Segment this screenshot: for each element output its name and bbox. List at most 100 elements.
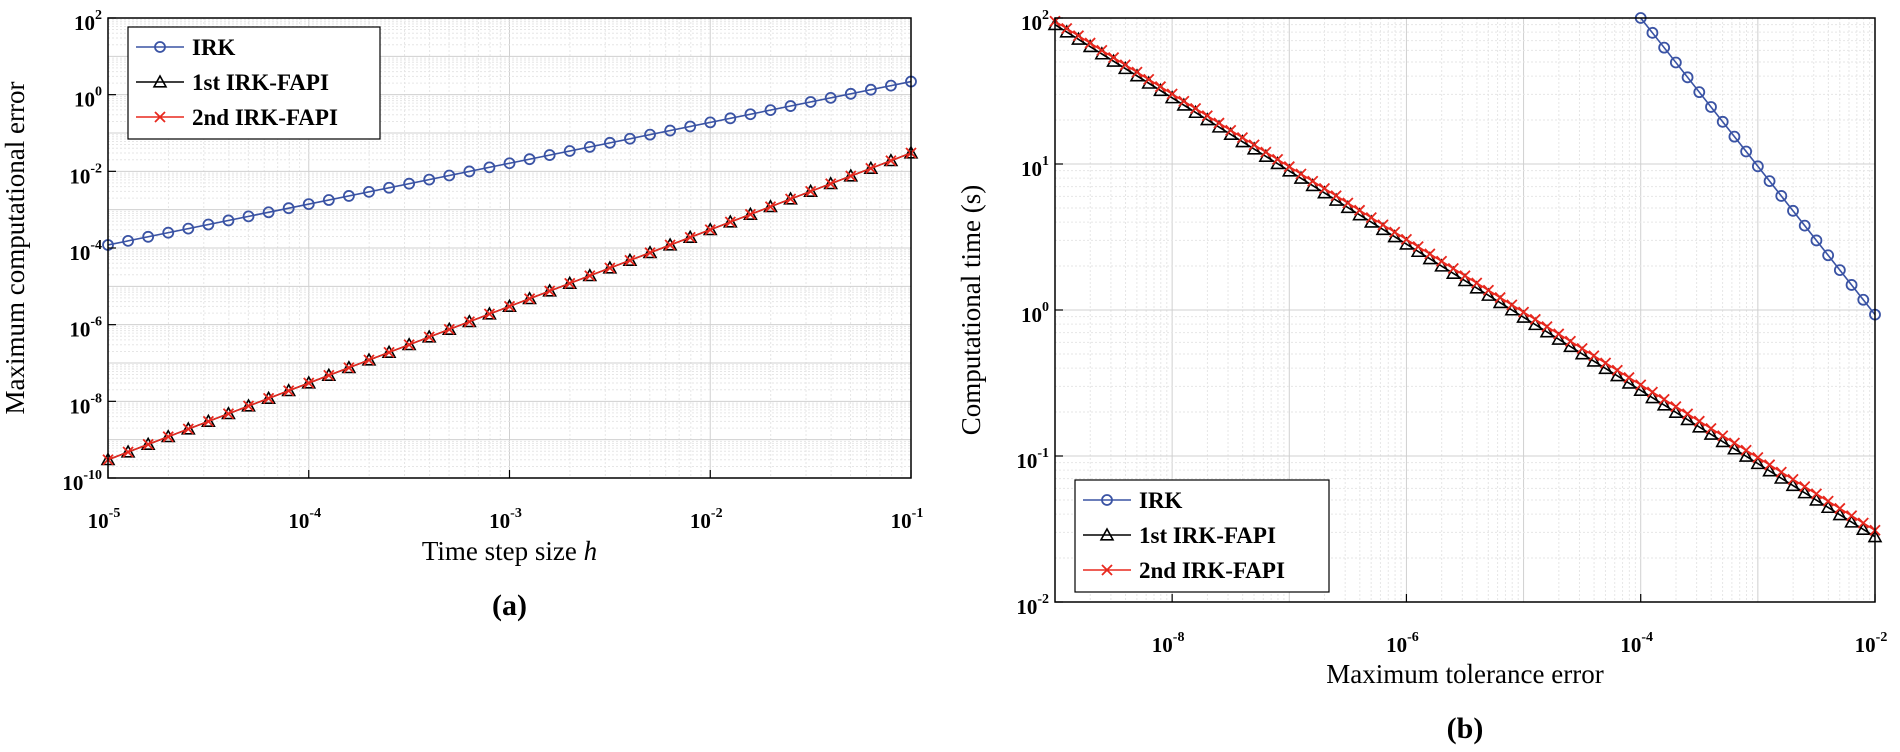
data-point xyxy=(1763,459,1776,471)
data-point xyxy=(1670,401,1682,413)
tick-base: 10 xyxy=(288,509,309,533)
y-tick-label: 10-4 xyxy=(69,238,102,265)
x-tick-label: 10-8 xyxy=(1152,630,1185,657)
data-point xyxy=(343,362,355,374)
tick-exponent: -2 xyxy=(90,161,102,176)
data-point xyxy=(1527,316,1543,331)
data-point xyxy=(824,91,837,104)
data-point xyxy=(423,173,436,186)
data-point xyxy=(885,155,897,167)
tick-exponent: -6 xyxy=(90,315,102,330)
data-point xyxy=(1635,379,1647,391)
data-point xyxy=(644,247,656,259)
y-tick-label: 100 xyxy=(74,85,102,112)
data-point xyxy=(784,100,797,112)
data-point xyxy=(523,293,536,305)
data-point xyxy=(1691,419,1707,433)
y-tick-label: 100 xyxy=(1021,300,1049,327)
data-point xyxy=(1705,101,1717,113)
tick-exponent: -8 xyxy=(90,391,102,406)
data-point xyxy=(503,300,516,313)
data-point xyxy=(764,201,777,213)
tick-exponent: -1 xyxy=(1037,446,1049,461)
data-point xyxy=(1728,130,1741,143)
tick-base: 10 xyxy=(69,394,90,418)
legend-label: IRK xyxy=(1139,488,1183,513)
data-point xyxy=(583,141,596,153)
tick-base: 10 xyxy=(1021,303,1042,327)
tick-base: 10 xyxy=(74,11,95,35)
data-point xyxy=(1799,480,1811,493)
y-tick-label: 10-8 xyxy=(69,391,102,418)
data-point xyxy=(1621,375,1637,389)
data-point xyxy=(1564,335,1577,347)
data-point xyxy=(262,392,275,405)
data-point xyxy=(1061,22,1073,35)
data-point xyxy=(1072,30,1085,42)
data-point xyxy=(1681,71,1694,84)
data-point xyxy=(1271,153,1284,166)
data-point xyxy=(1645,390,1660,404)
data-point xyxy=(222,408,235,420)
data-point xyxy=(543,149,556,161)
x-tick-label: 10-4 xyxy=(288,506,321,533)
data-point xyxy=(564,277,576,290)
panel-label: (a) xyxy=(492,589,527,622)
legend-marker xyxy=(154,41,166,53)
legend-item: 1st IRK-FAPI xyxy=(1083,523,1276,548)
tick-base: 10 xyxy=(1016,449,1037,473)
data-point xyxy=(1576,342,1588,355)
data-point xyxy=(1857,517,1869,529)
data-point xyxy=(1260,146,1272,158)
data-point xyxy=(1762,463,1777,477)
data-point xyxy=(804,185,817,198)
data-point xyxy=(1717,430,1729,442)
x-tick-label: 10-4 xyxy=(1620,630,1653,657)
legend-marker xyxy=(1101,494,1113,506)
data-point xyxy=(1189,102,1202,115)
data-point xyxy=(1750,455,1766,470)
tick-exponent: -4 xyxy=(1641,630,1653,645)
data-point xyxy=(1481,287,1496,301)
data-point xyxy=(1623,371,1635,384)
data-point xyxy=(1318,182,1331,195)
data-point xyxy=(1785,477,1801,492)
data-point xyxy=(1563,338,1578,353)
tick-base: 10 xyxy=(1021,157,1042,181)
data-point xyxy=(1469,280,1485,294)
data-point xyxy=(122,446,134,458)
data-point xyxy=(1716,115,1729,128)
chart-1: 10-5 10-4 10-3 10-2 10-110-1010-810-610-410-… xyxy=(0,8,923,622)
tick-exponent: 2 xyxy=(95,8,102,23)
x-tick-labels: 10-8 10-6 10-4 10-2 xyxy=(1152,594,1887,657)
x-axis-label-variable: h xyxy=(577,536,597,566)
data-point xyxy=(202,415,215,428)
tick-base: 10 xyxy=(1855,633,1876,657)
tick-exponent: -3 xyxy=(510,506,522,521)
x-tick-label: 10-2 xyxy=(690,506,723,533)
series-irk xyxy=(1634,12,1881,321)
data-point xyxy=(1703,426,1719,440)
data-point xyxy=(744,208,757,221)
panel-label: (b) xyxy=(1447,712,1484,745)
data-point xyxy=(122,234,134,247)
data-point xyxy=(303,377,315,389)
data-point xyxy=(1810,234,1823,247)
data-point xyxy=(584,270,596,282)
data-point xyxy=(1646,386,1659,398)
data-point xyxy=(403,339,415,351)
data-point xyxy=(624,132,636,145)
data-point xyxy=(1400,233,1413,246)
x-axis-label-text: Maximum tolerance error xyxy=(1326,659,1603,689)
tick-exponent: -10 xyxy=(83,468,102,483)
data-point xyxy=(1775,466,1787,478)
y-tick-label: 10-6 xyxy=(69,315,102,342)
data-point xyxy=(363,354,375,366)
data-point xyxy=(463,165,476,178)
data-point xyxy=(1248,139,1260,151)
data-point xyxy=(1447,262,1459,275)
data-point xyxy=(1213,117,1225,129)
tick-base: 10 xyxy=(489,509,510,533)
series-2nd-irk-fapi xyxy=(102,147,917,466)
data-point xyxy=(1798,219,1811,232)
